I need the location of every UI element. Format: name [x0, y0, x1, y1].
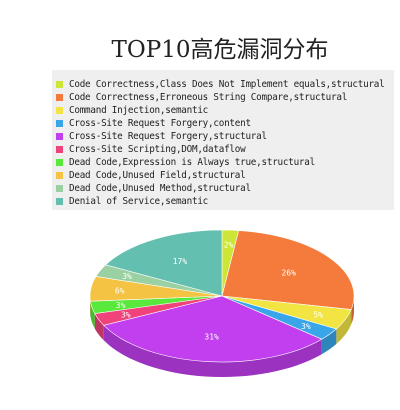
slice-value-label: 3% — [121, 310, 131, 319]
legend-label: Dead Code,Unused Field,structural — [69, 170, 246, 181]
legend-item[interactable]: Code Correctness,Class Does Not Implemen… — [56, 78, 394, 91]
slice-value-label: 3% — [301, 322, 311, 331]
pie-slice[interactable] — [105, 229, 223, 297]
legend-swatch — [56, 107, 63, 114]
pie-slice[interactable] — [221, 230, 355, 310]
pie-slice[interactable] — [103, 295, 323, 363]
legend-swatch — [56, 94, 63, 101]
legend-label: Cross-Site Request Forgery,content — [69, 118, 251, 129]
legend-item[interactable]: Cross-Site Scripting,DOM,dataflow — [56, 143, 394, 156]
legend-swatch — [56, 81, 63, 88]
legend-item[interactable]: Code Correctness,Erroneous String Compar… — [56, 91, 394, 104]
legend-swatch — [56, 198, 63, 205]
legend-item[interactable]: Cross-Site Request Forgery,structural — [56, 130, 394, 143]
legend-swatch — [56, 185, 63, 192]
legend-swatch — [56, 120, 63, 127]
legend-item[interactable]: Denial of Service,semantic — [56, 195, 394, 208]
legend-label: Denial of Service,semantic — [69, 196, 209, 207]
slice-value-label: 31% — [204, 333, 219, 342]
pie-side — [321, 329, 337, 355]
pie-side — [336, 309, 352, 344]
slice-value-label: 6% — [115, 286, 125, 295]
pie-slices — [89, 229, 355, 363]
slice-value-label: 26% — [281, 268, 296, 277]
pie-side — [90, 301, 95, 329]
chart-title: TOP10高危漏洞分布 — [111, 37, 329, 63]
slice-value-label: 5% — [313, 310, 323, 319]
pie-sides — [90, 296, 354, 378]
legend-label: Dead Code,Expression is Always true,stru… — [69, 157, 315, 168]
legend-swatch — [56, 159, 63, 166]
legend-item[interactable]: Dead Code,Unused Method,structural — [56, 182, 394, 195]
legend-swatch — [56, 133, 63, 140]
legend-item[interactable]: Dead Code,Expression is Always true,stru… — [56, 156, 394, 169]
legend-item[interactable]: Dead Code,Unused Field,structural — [56, 169, 394, 182]
legend-label: Dead Code,Unused Method,structural — [69, 183, 251, 194]
slice-value-label: 17% — [173, 257, 188, 266]
slice-value-label: 3% — [122, 272, 132, 281]
legend: Code Correctness,Class Does Not Implemen… — [52, 70, 394, 210]
slice-value-label: 2% — [224, 241, 234, 250]
legend-item[interactable]: Cross-Site Request Forgery,content — [56, 117, 394, 130]
legend-swatch — [56, 172, 63, 179]
pie-side — [94, 313, 104, 341]
legend-label: Code Correctness,Erroneous String Compar… — [69, 92, 348, 103]
legend-label: Code Correctness,Class Does Not Implemen… — [69, 79, 385, 90]
legend-label: Cross-Site Request Forgery,structural — [69, 131, 267, 142]
slice-value-label: 3% — [116, 301, 126, 310]
pie-side — [103, 325, 322, 378]
legend-label: Command Injection,semantic — [69, 105, 209, 116]
pie-labels: 2%26%5%3%31%3%3%6%3%17% — [115, 241, 323, 342]
legend-label: Cross-Site Scripting,DOM,dataflow — [69, 144, 246, 155]
legend-item[interactable]: Command Injection,semantic — [56, 104, 394, 117]
legend-swatch — [56, 146, 63, 153]
